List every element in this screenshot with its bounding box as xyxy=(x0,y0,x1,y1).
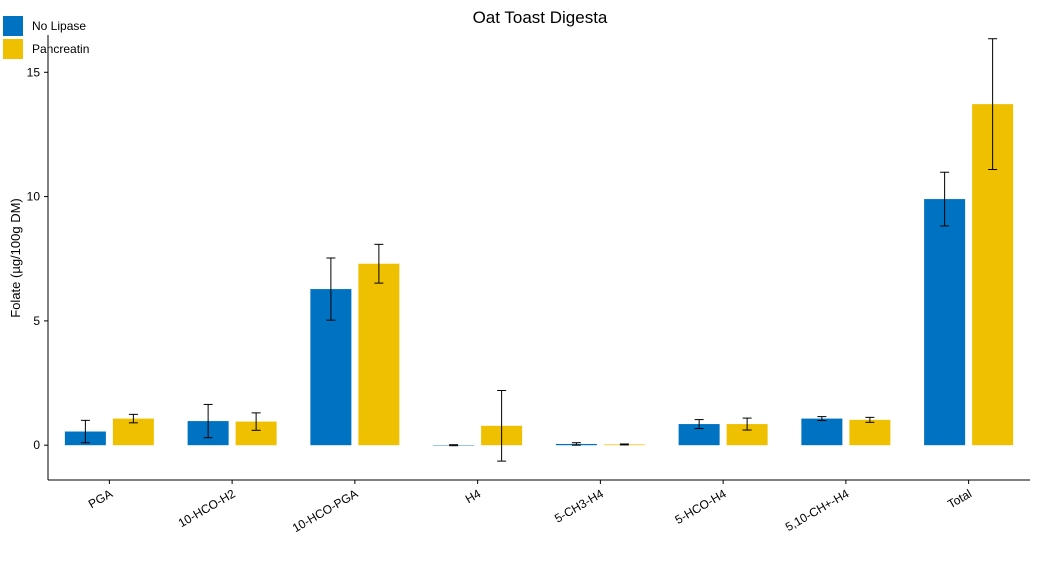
bar xyxy=(678,424,720,446)
y-tick-label: 5 xyxy=(33,314,40,328)
bar xyxy=(358,263,400,446)
legend-swatch xyxy=(3,16,23,36)
bar xyxy=(849,419,891,446)
legend-label: Pancreatin xyxy=(32,42,89,56)
x-tick-label: PGA xyxy=(86,486,115,511)
x-tick-label: H4 xyxy=(463,486,484,506)
bar xyxy=(924,199,966,446)
legend-swatch xyxy=(3,39,23,59)
x-tick-label: Total xyxy=(945,486,974,511)
bar xyxy=(235,421,277,446)
x-tick-label: 10-HCO-H2 xyxy=(176,486,238,530)
x-tick-label: 5-CH3-H4 xyxy=(552,486,606,525)
legend-label: No Lipase xyxy=(32,19,86,33)
y-tick-label: 10 xyxy=(27,190,41,204)
plot-area: 0 5 10 15 PGA 10-HCO-H2 10-HCO-PGA H4 5-CH3-H4 5-… xyxy=(27,35,1030,535)
x-tick-label: 10-HCO-PGA xyxy=(290,486,361,535)
y-axis-label: Folate (µg/100g DM) xyxy=(8,198,23,317)
y-tick-label: 0 xyxy=(33,438,40,452)
bar xyxy=(801,418,843,446)
y-tick-label: 15 xyxy=(27,65,41,79)
chart-title: Oat Toast Digesta xyxy=(473,8,608,27)
legend: No Lipase Pancreatin xyxy=(3,16,89,59)
x-tick-label: 5,10-CH+-H4 xyxy=(783,486,852,534)
bar xyxy=(726,424,768,446)
x-tick-label: 5-HCO-H4 xyxy=(673,486,729,527)
